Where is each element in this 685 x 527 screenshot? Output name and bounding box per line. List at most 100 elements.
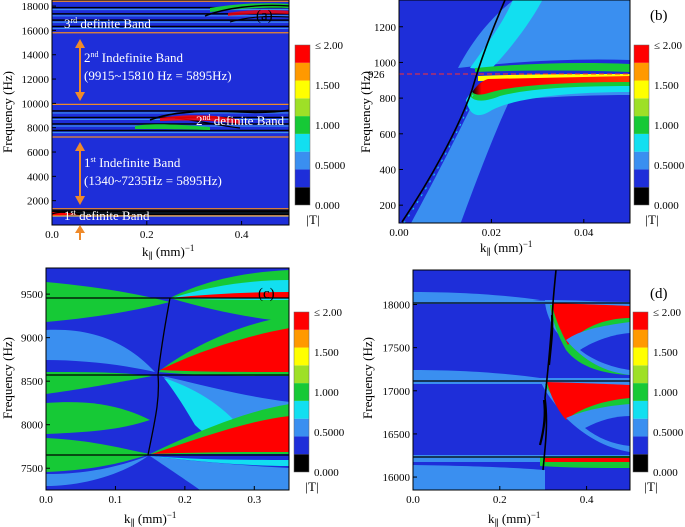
colorbar-unit-label: |T| (306, 212, 319, 227)
high-transmission-region (228, 9, 289, 16)
colorbar-level-label: 0.000 (654, 200, 679, 212)
dispersion-curve (147, 297, 171, 456)
colorbar-level-label: 0.5000 (653, 427, 684, 439)
panel-label: (b) (650, 8, 668, 24)
axis-ticks: 0.0 0.2 0.4 2000 4000 6000 8000 10000 12000 14000… (22, 1, 249, 241)
colorbar-swatch (295, 45, 310, 63)
colorbar-level-label: 0.000 (315, 200, 340, 212)
x-axis-label: k∥ (mm)−1 (124, 510, 176, 527)
annotation-2nd-indefinite: 2nd Indefinite Band (84, 50, 183, 65)
contour-region (413, 292, 540, 304)
colorbar-swatch (634, 116, 649, 134)
colorbar-swatch (633, 400, 648, 419)
colorbar-unit-label: |T| (645, 212, 658, 227)
x-axis-label: k∥ (mm)−1 (142, 243, 194, 261)
contour-region (46, 456, 148, 486)
panel-label: (c) (258, 286, 275, 302)
colorbar-swatch (633, 312, 648, 330)
y-tick-label: 16000 (22, 25, 50, 37)
y-tick-label: 4000 (27, 171, 50, 183)
arrow-head (75, 142, 85, 151)
y-tick-label: 12000 (22, 74, 50, 86)
contour-region (46, 402, 150, 434)
y-tick-label: 400 (380, 164, 397, 176)
y-tick-label: 10000 (22, 98, 50, 110)
y-tick-label: 800 (380, 93, 397, 105)
colorbar-swatch (295, 169, 310, 188)
colorbar-swatch (294, 347, 309, 366)
panel-label: (a) (256, 8, 273, 24)
colorbar-swatch (294, 436, 309, 455)
contour-region (585, 416, 630, 446)
y-tick-label: 1200 (374, 22, 397, 34)
axis-ticks: 0.0 0.1 0.2 0.3 7500 8000 8500 9000 9500 (21, 289, 262, 506)
colorbar-swatch (634, 151, 649, 170)
colorbar-swatch (295, 187, 310, 205)
x-tick-label: 0.2 (493, 494, 507, 506)
contour-region (475, 63, 630, 72)
colorbar-swatch (294, 418, 309, 437)
high-transmission-region (135, 124, 210, 130)
colorbar-swatch (633, 365, 648, 384)
y-tick-label: 18000 (383, 300, 411, 312)
contour-region (150, 456, 289, 466)
dispersion-curve (403, 91, 475, 223)
colorbar-swatch (295, 116, 310, 134)
x-tick-label: 0.00 (389, 227, 409, 239)
high-transmission-region (152, 416, 289, 454)
x-tick-label: 0.4 (235, 229, 249, 241)
y-axis-label: Frequency (Hz) (358, 71, 373, 153)
dispersion-curve (149, 109, 289, 121)
high-transmission-region (160, 115, 240, 124)
x-tick-label: 0.0 (406, 494, 420, 506)
contour-region (413, 465, 545, 490)
colorbar-swatch (633, 418, 648, 437)
plot-frame (412, 269, 631, 491)
high-transmission-region (472, 76, 630, 95)
colorbar-level-label: ≤ 2.00 (314, 307, 343, 319)
colorbar-level-label: 0.5000 (654, 160, 685, 172)
band-boundary-lines (52, 0, 289, 217)
y-axis-label: Frequency (Hz) (360, 337, 375, 419)
colorbar-level-label: 1.000 (653, 387, 678, 399)
panel-label: (d) (650, 286, 668, 302)
colorbar-level-label: 0.000 (314, 467, 339, 479)
x-tick-label: 0.04 (574, 227, 594, 239)
annotation-2nd-indefinite-range: (9915~15810 Hz = 5895Hz) (84, 68, 232, 83)
colorbar-level-label: 1.500 (315, 80, 340, 92)
colorbar-level-label: 1.500 (654, 80, 679, 92)
contour-region (170, 292, 289, 298)
colorbar-swatch (295, 80, 310, 99)
colorbar-frame (633, 44, 650, 206)
dispersion-curve (229, 15, 289, 23)
y-tick-label: 17000 (383, 386, 411, 398)
colorbar-level-label: ≤ 2.00 (315, 40, 344, 52)
x-tick-label: 0.4 (580, 494, 594, 506)
y-tick-label: 7500 (21, 463, 44, 475)
x-tick-label: 0.3 (247, 494, 261, 506)
plot-frame (45, 267, 290, 491)
colorbar-level-label: ≤ 2.00 (653, 307, 682, 319)
x-tick-label: 0.2 (178, 494, 192, 506)
annotation-1st-indefinite-range: (1340~7235Hz = 5895Hz) (84, 173, 222, 188)
y-tick-label: 8000 (21, 420, 44, 432)
axis-ticks: 0.0 0.2 0.4 16000 16500 17000 17500 18000 (383, 300, 594, 506)
y-tick-label: 14000 (22, 50, 50, 62)
panel-d: 0.0 0.2 0.4 16000 16500 17000 17500 18000 (d) k… (360, 269, 668, 527)
axis-ticks: 0.00 0.02 0.04 200 400 600 800 1000 1200 (374, 22, 594, 239)
colorbar-swatch (295, 133, 310, 152)
colorbar-level-label: ≤ 2.00 (654, 40, 683, 52)
y-tick-label: 200 (380, 200, 397, 212)
y-tick-label: 8000 (27, 123, 50, 135)
colorbar-swatch (633, 329, 648, 348)
colorbar-level-label: 0.000 (653, 467, 678, 479)
x-tick-label: 0.02 (482, 227, 501, 239)
high-transmission-region (552, 303, 630, 345)
resonance-label: 926 (368, 69, 385, 81)
y-axis-label: Frequency (Hz) (0, 71, 15, 153)
colorbar-swatch (633, 454, 648, 472)
y-axis-label: Frequency (Hz) (0, 337, 15, 419)
y-tick-label: 9000 (21, 333, 44, 345)
colorbar-frame (294, 44, 311, 206)
